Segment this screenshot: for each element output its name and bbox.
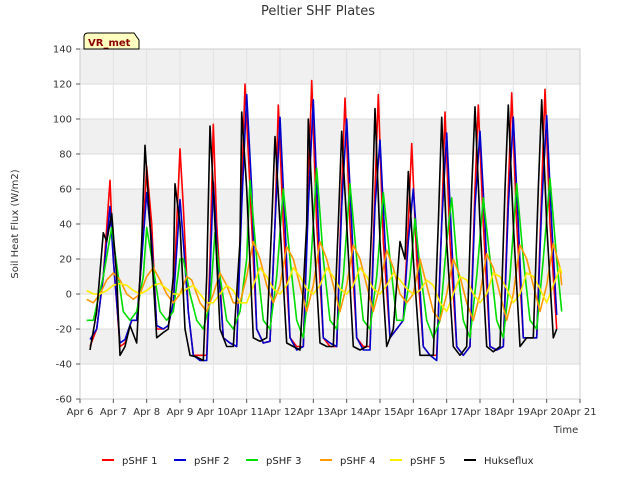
series-layer <box>86 79 563 362</box>
series-line-6 <box>89 99 558 362</box>
legend-label: pSHF 1 <box>122 456 158 467</box>
y-tick-label: -40 <box>56 360 72 371</box>
y-tick-label: 60 <box>59 185 72 196</box>
y-tick-label: -60 <box>56 395 72 406</box>
x-tick-label: Apr 17 <box>430 407 463 418</box>
y-tick-label: -20 <box>56 325 72 336</box>
chart-title: Peltier SHF Plates <box>261 4 375 19</box>
y-tick-label: 140 <box>53 45 72 56</box>
grid-band <box>80 119 580 154</box>
y-tick-label: 20 <box>59 255 72 266</box>
legend-label: pSHF 2 <box>194 456 230 467</box>
y-tick-label: 40 <box>59 220 72 231</box>
x-tick-label: Apr 20 <box>530 407 563 418</box>
x-tick-label: Apr 19 <box>497 407 530 418</box>
legend-label: pSHF 5 <box>410 456 446 467</box>
grid-band <box>80 49 580 84</box>
x-tick-label: Apr 13 <box>297 407 330 418</box>
x-axis: Apr 6 Apr 7 Apr 8 Apr 9 Apr 10 Apr 11 Apr 12 Ap… <box>67 399 597 418</box>
x-tick-label: Apr 11 <box>230 407 263 418</box>
series-line-4 <box>86 240 563 322</box>
x-tick-label: Apr 8 <box>133 407 160 418</box>
grid-lines <box>79 48 581 400</box>
x-tick-label: Apr 9 <box>167 407 194 418</box>
x-tick-label: Apr 14 <box>330 407 363 418</box>
grid-band <box>80 189 580 224</box>
legend-label: pSHF 4 <box>340 456 376 467</box>
x-tick-label: Apr 6 <box>67 407 94 418</box>
legend-label: pSHF 3 <box>266 456 302 467</box>
x-tick-label: Apr 21 <box>563 407 596 418</box>
x-axis-label: Time <box>553 425 578 436</box>
x-tick-label: Apr 12 <box>263 407 296 418</box>
legend: pSHF 1 pSHF 2 pSHF 3 pSHF 4 pSHF 5 Hukseflux <box>102 456 534 467</box>
vr-met-badge: VR_met <box>83 32 140 50</box>
y-tick-label: 0 <box>66 290 72 301</box>
badge-background <box>83 32 140 50</box>
x-tick-label: Apr 16 <box>397 407 430 418</box>
x-tick-label: Apr 10 <box>197 407 230 418</box>
x-tick-label: Apr 15 <box>363 407 396 418</box>
badge-label: VR_met <box>88 38 131 49</box>
y-tick-label: 80 <box>59 150 72 161</box>
y-axis-label: Soil Heat Flux (W/m2) <box>10 169 21 278</box>
series-line-5 <box>86 267 563 313</box>
x-tick-label: Apr 18 <box>463 407 496 418</box>
x-tick-label: Apr 7 <box>100 407 127 418</box>
y-axis: -60 -40 -20 0 20 40 60 80 100 120 140 <box>53 45 80 406</box>
y-tick-label: 100 <box>53 115 72 126</box>
legend-label: Hukseflux <box>484 456 534 467</box>
y-tick-label: 120 <box>53 80 72 91</box>
